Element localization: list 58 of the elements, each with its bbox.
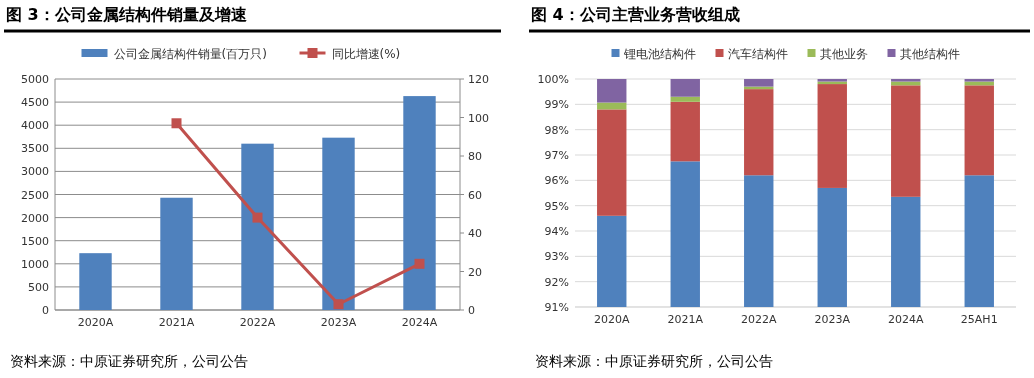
y-tick-label: 0: [42, 304, 49, 317]
text: 资料来源：中原证券研究所，公司公告: [10, 353, 248, 369]
point: [414, 258, 425, 269]
x-tick-label: 2020A: [593, 313, 630, 326]
y-tick-label: 93%: [544, 250, 569, 264]
legend-label: 公司金属结构件销量(百万只): [113, 46, 267, 61]
bar: [241, 143, 274, 310]
y2-tick-label: 120: [468, 73, 489, 86]
x-tick-label: 2021A: [667, 313, 704, 326]
legend-label: 其他结构件: [899, 46, 960, 61]
chart-title: 图 4：公司主营业务营收组成: [531, 5, 740, 24]
y-tick-label: 99%: [544, 98, 569, 112]
y2-tick-label: 100: [468, 111, 489, 125]
legend-label: 锂电池结构件: [622, 46, 696, 61]
x-tick-label: 25AH1: [960, 313, 998, 326]
y2-tick-label: 0: [468, 304, 475, 317]
legend-label: 同比增速(%): [331, 46, 401, 61]
y-tick-label: 500: [28, 280, 49, 294]
point: [252, 212, 263, 223]
chart-title: 图 3：公司金属结构件销量及增速: [6, 5, 248, 24]
x-tick-label: 2020A: [77, 316, 114, 329]
y-tick-label: 3500: [21, 142, 49, 156]
x-tick-label: 2022A: [239, 316, 276, 329]
y-tick-label: 100%: [537, 73, 569, 86]
y-tick-label: 98%: [544, 123, 569, 137]
y2-tick-label: 40: [468, 227, 482, 240]
point: [333, 299, 344, 310]
y-tick-label: 94%: [544, 225, 569, 238]
y-tick-label: 3000: [21, 165, 49, 179]
y-tick-label: 4000: [21, 119, 49, 133]
x-tick-label: 2022A: [740, 313, 777, 326]
legend-label: 汽车结构件: [727, 46, 788, 61]
x-tick-label: 2023A: [320, 316, 357, 329]
y-tick-label: 5000: [21, 73, 49, 86]
point: [171, 118, 182, 129]
y2-tick-label: 60: [468, 188, 482, 202]
y-tick-label: 1000: [21, 257, 49, 271]
x-tick-label: 2024A: [887, 313, 924, 326]
bar: [403, 96, 436, 310]
x-tick-label: 2024A: [401, 316, 438, 329]
y-tick-label: 1500: [21, 234, 49, 248]
legend-label: 其他业务: [819, 46, 868, 61]
text: 资料来源：中原证券研究所，公司公告: [535, 353, 773, 369]
x-tick-label: 2023A: [814, 313, 851, 326]
y-tick-label: 97%: [544, 149, 569, 162]
bar: [160, 197, 193, 310]
bar: [79, 253, 112, 310]
y2-tick-label: 80: [468, 150, 482, 163]
y2-tick-label: 20: [468, 265, 482, 279]
y-tick-label: 4500: [21, 96, 49, 110]
x-tick-label: 2021A: [158, 316, 195, 329]
y-tick-label: 2500: [21, 188, 49, 202]
y-tick-label: 96%: [544, 174, 569, 188]
y-tick-label: 91%: [544, 301, 569, 314]
y-tick-label: 2000: [21, 211, 49, 225]
bar: [322, 137, 355, 310]
y-tick-label: 95%: [544, 199, 569, 213]
y-tick-label: 92%: [544, 275, 569, 289]
